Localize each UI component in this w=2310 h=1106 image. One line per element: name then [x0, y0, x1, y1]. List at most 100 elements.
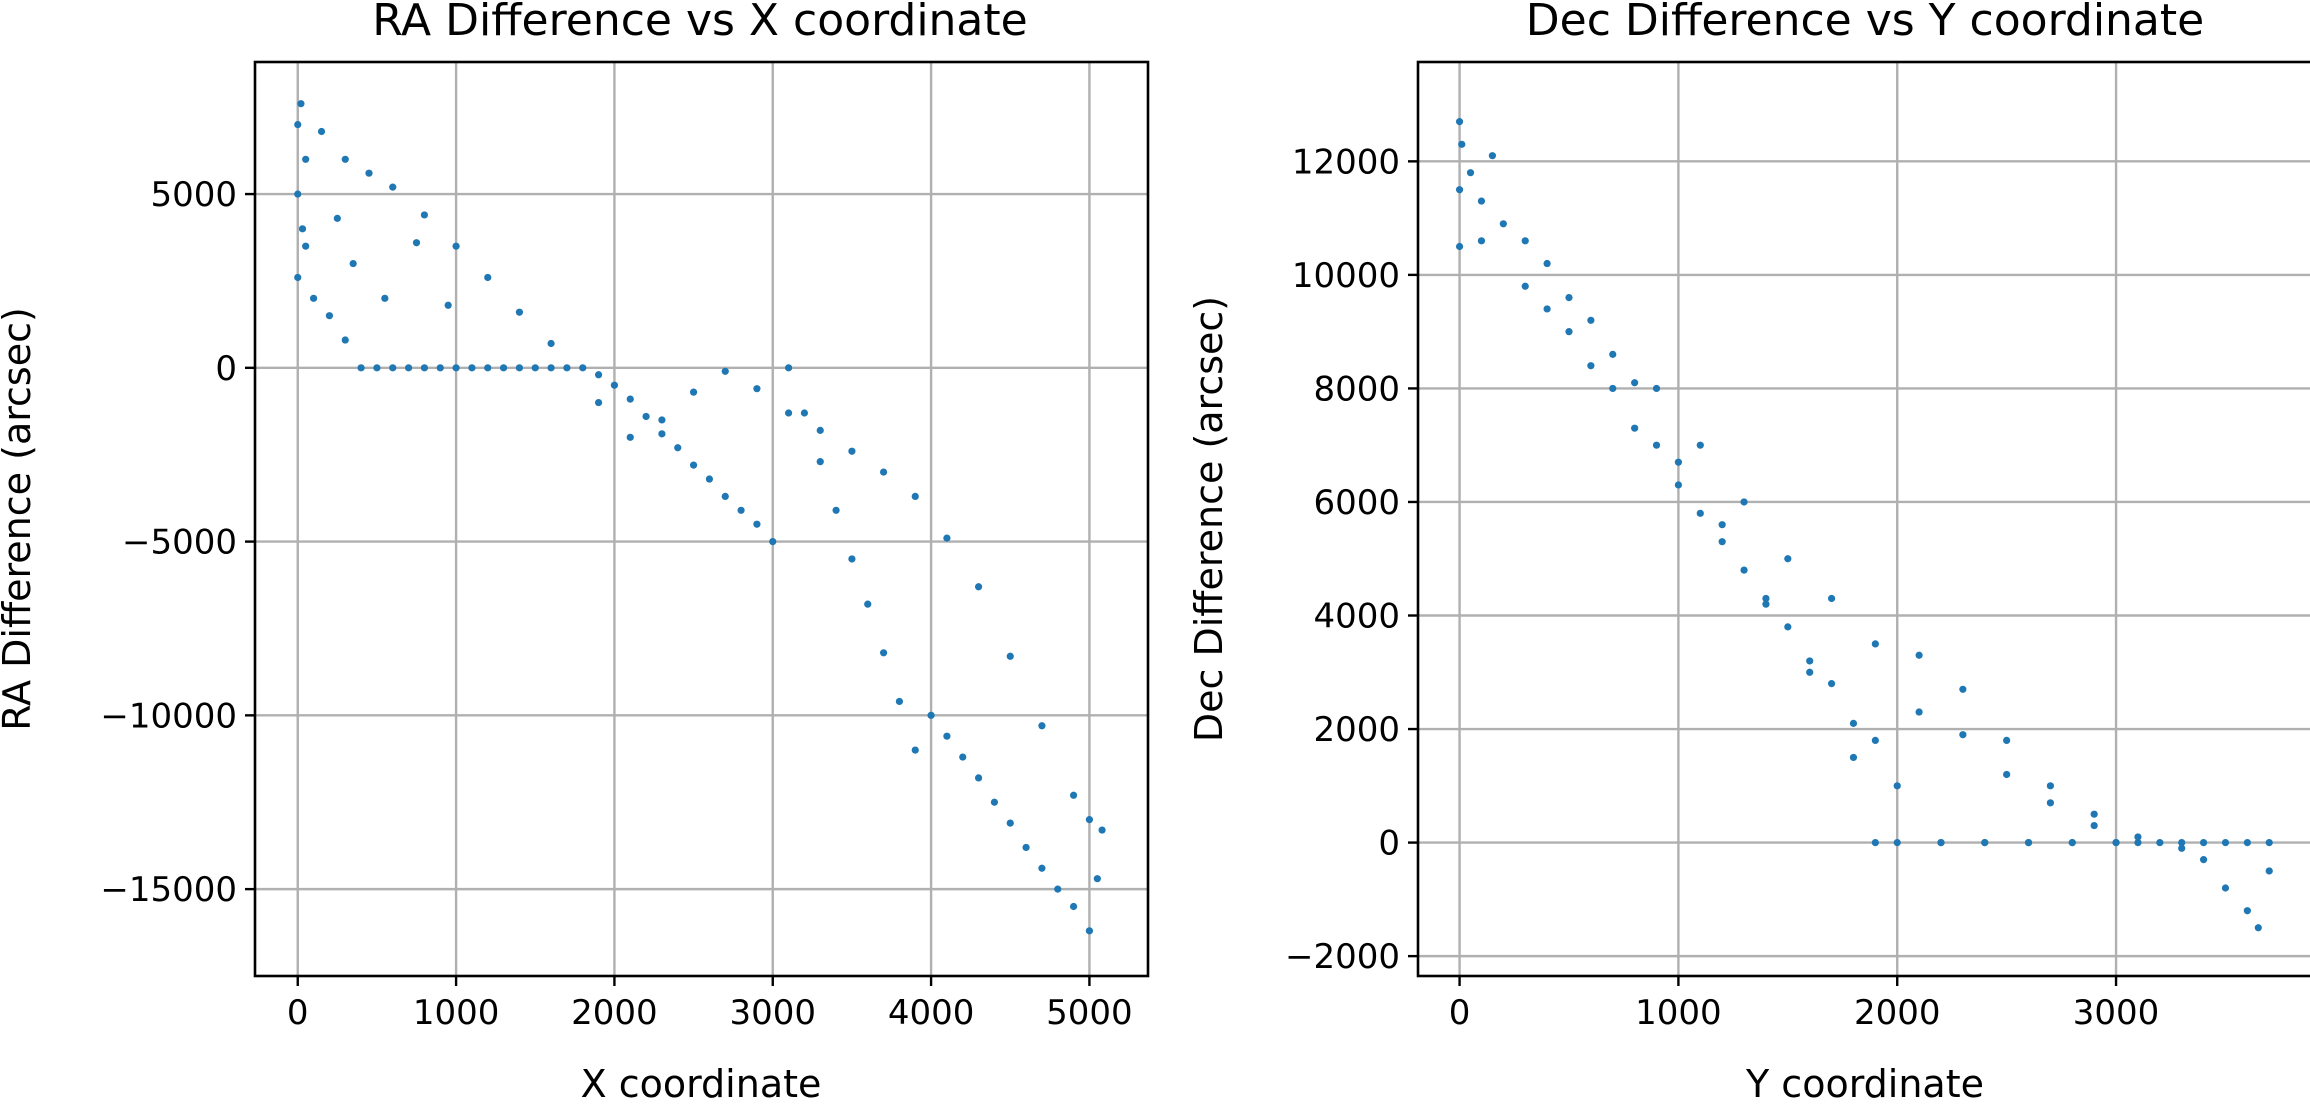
y-tick: 0 [215, 349, 255, 389]
data-point [436, 364, 444, 372]
data-point [294, 273, 302, 282]
data-point [1022, 843, 1030, 852]
data-point [357, 364, 365, 372]
data-point [1674, 458, 1683, 466]
data-point [579, 364, 587, 372]
data-point [1038, 864, 1046, 872]
x-tick-label: 0 [287, 993, 309, 1033]
data-point [298, 225, 307, 233]
data-point [2178, 838, 2186, 847]
data-point [1069, 791, 1078, 799]
y-axis-label: RA Difference (arcsec) [0, 307, 39, 731]
data-point [317, 127, 326, 136]
scatter-series [294, 100, 1106, 935]
data-point [468, 364, 476, 372]
y-tick: 10000 [1292, 256, 1418, 296]
data-point [674, 444, 682, 452]
data-point [1455, 242, 1464, 251]
y-tick-label: 6000 [1313, 483, 1400, 523]
dec-difference-panel: Dec Difference vs Y coordinate 0 1000 2000… [1187, 0, 2310, 1106]
data-point [373, 364, 381, 372]
data-point [1093, 875, 1101, 883]
x-tick: 3000 [729, 976, 816, 1033]
x-tick-label: 1000 [1635, 993, 1722, 1033]
data-point [1054, 885, 1062, 893]
x-tick-label: 2000 [1854, 993, 1941, 1033]
y-axis-ticks: −15000 −10000 −5000 0 5000 [100, 175, 255, 910]
data-point [1827, 594, 1836, 603]
data-point [1784, 623, 1792, 631]
x-axis-ticks: 0 1000 2000 3000 [1449, 976, 2160, 1033]
x-tick: 2000 [571, 976, 658, 1033]
data-point [753, 520, 761, 528]
data-point [2199, 838, 2208, 847]
data-point [389, 364, 397, 372]
y-tick: 5000 [150, 175, 255, 215]
data-point [1543, 259, 1551, 268]
data-point [484, 273, 492, 282]
y-axis-label: Dec Difference (arcsec) [1187, 296, 1231, 742]
data-point [1718, 521, 1726, 529]
data-point [927, 711, 935, 719]
data-point [721, 367, 729, 375]
data-point [515, 364, 524, 372]
ra-difference-panel: RA Difference vs X coordinate 0 1000 2000 3… [0, 0, 1150, 1106]
data-point [2046, 782, 2055, 790]
data-point [737, 506, 745, 514]
y-tick: −2000 [1285, 937, 1418, 977]
data-point [1696, 509, 1704, 517]
data-point [452, 364, 460, 372]
grid [255, 62, 1148, 976]
data-point [974, 583, 983, 591]
data-point [1488, 152, 1497, 160]
data-point [1871, 838, 1879, 847]
data-point [864, 600, 872, 608]
x-tick-label: 3000 [729, 993, 816, 1033]
data-point [1565, 328, 1573, 336]
data-point [1477, 197, 1486, 205]
data-point [943, 534, 951, 542]
data-point [547, 339, 555, 348]
data-point [1587, 362, 1595, 370]
data-point [1477, 237, 1486, 245]
x-tick: 0 [1449, 976, 1470, 1033]
data-point [610, 381, 619, 389]
data-point [658, 430, 666, 438]
data-point [2003, 736, 2011, 745]
data-point [341, 155, 349, 163]
data-point [1981, 838, 1989, 847]
data-point [333, 214, 341, 222]
y-tick-label: −5000 [122, 523, 237, 563]
data-point [1937, 838, 1945, 847]
data-point [1849, 753, 1858, 762]
data-point [769, 537, 777, 546]
x-axis-ticks: 0 1000 2000 3000 4000 5000 [287, 976, 1133, 1033]
data-point [1455, 118, 1464, 126]
data-point [499, 364, 508, 372]
data-point [381, 294, 389, 302]
data-point [2265, 867, 2273, 875]
data-point [1543, 305, 1551, 313]
y-tick: 0 [1378, 824, 1418, 864]
data-point [547, 364, 555, 372]
data-point [1085, 927, 1094, 935]
x-tick: 4000 [888, 976, 974, 1033]
y-tick: 12000 [1292, 142, 1418, 182]
data-point [1458, 140, 1466, 148]
data-point [2003, 770, 2011, 779]
x-tick-label: 3000 [2073, 993, 2160, 1033]
y-tick: −5000 [122, 523, 255, 563]
data-point [1806, 657, 1814, 665]
data-point [294, 190, 302, 198]
data-point [895, 697, 904, 706]
data-point [879, 649, 888, 657]
data-point [705, 475, 714, 483]
data-point [1006, 652, 1014, 660]
data-point [2243, 907, 2251, 915]
y-tick-label: −15000 [100, 870, 237, 910]
y-tick-label: 12000 [1292, 142, 1400, 182]
x-tick: 3000 [2073, 976, 2160, 1033]
y-tick: 8000 [1313, 369, 1418, 409]
x-tick: 1000 [1635, 976, 1722, 1033]
